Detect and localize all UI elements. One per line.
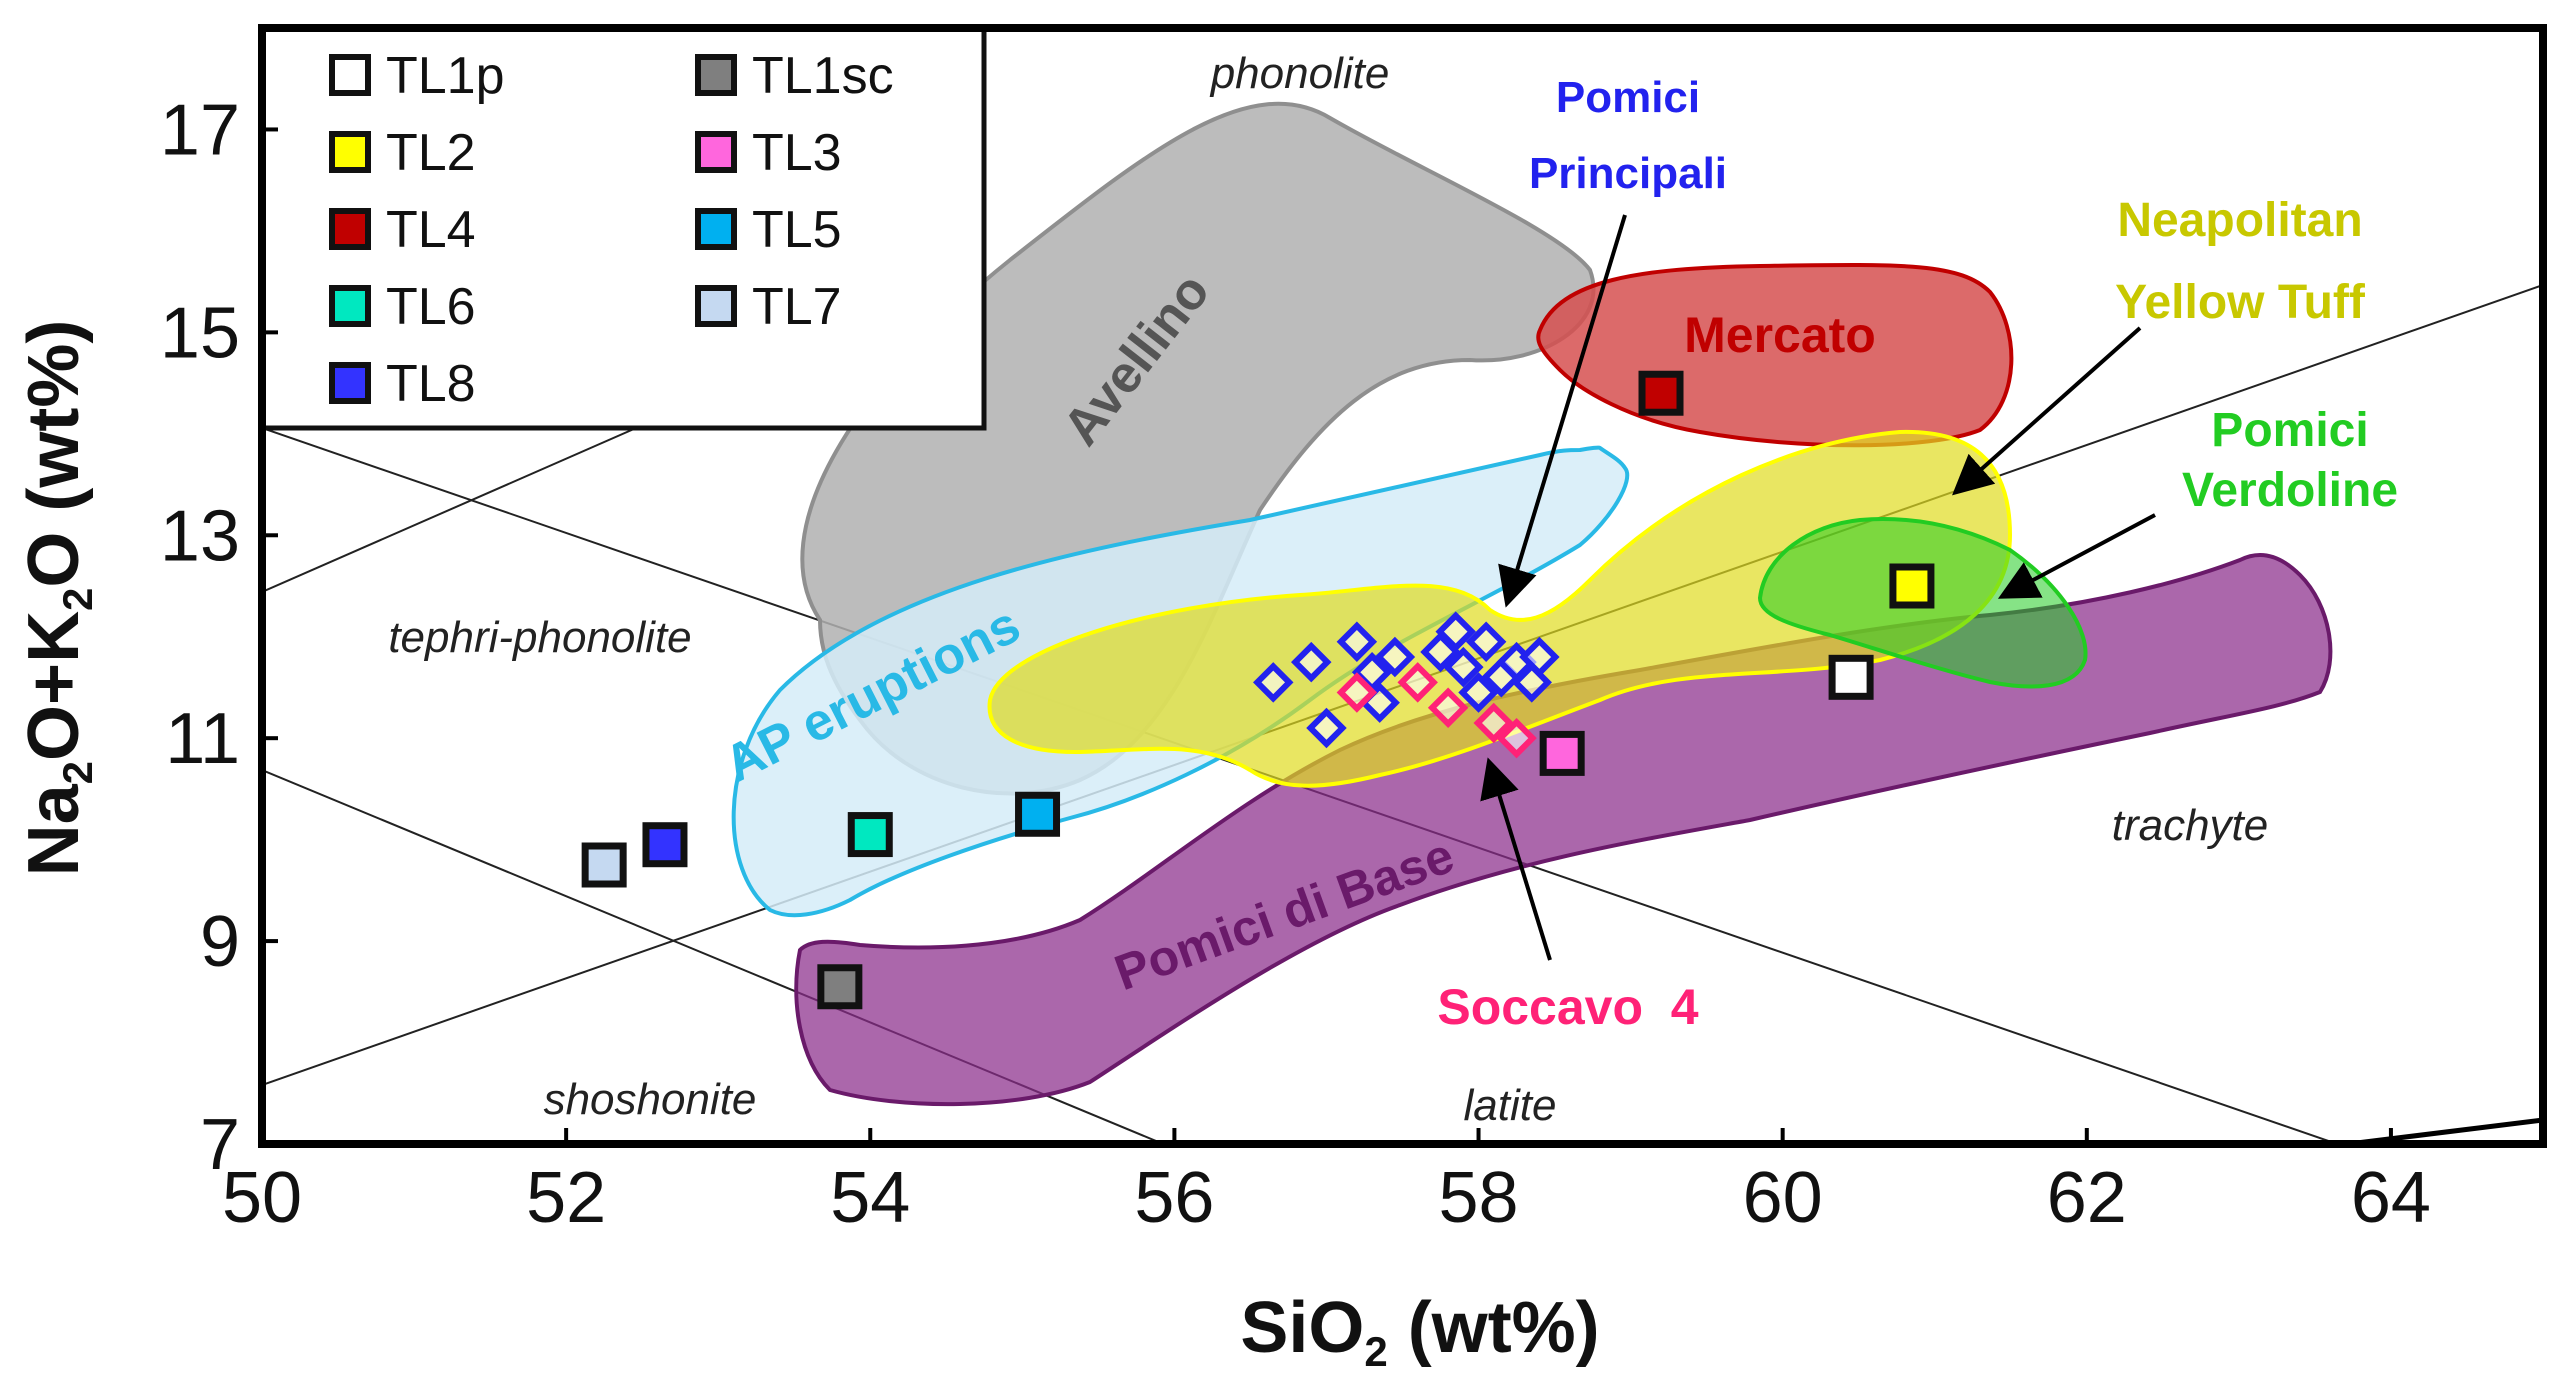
zone-latite: latite xyxy=(1464,1081,1557,1130)
legend: TL1p TL1sc TL2 TL3 TL4 TL5 TL6 TL7 TL8 xyxy=(259,25,987,431)
legend-label: TL8 xyxy=(386,355,476,413)
x-axis-title-tail: (wt%) xyxy=(1388,1288,1600,1368)
overlay-point xyxy=(1465,621,1507,663)
boundary-line-left xyxy=(262,399,701,593)
x-tick-label: 52 xyxy=(526,1158,606,1238)
legend-swatch xyxy=(329,285,371,327)
arrow-pomici-principali xyxy=(1498,214,1627,608)
overlay-point xyxy=(1336,621,1378,663)
overlay-point xyxy=(1519,636,1560,678)
arrow-verdoline xyxy=(1997,513,2156,599)
x-tick-label: 56 xyxy=(1134,1158,1214,1238)
y-axis-title-p3: O (wt%) xyxy=(14,320,94,588)
overlay-point xyxy=(1443,646,1484,688)
overlay-point xyxy=(1374,636,1416,678)
boundary-line-lower xyxy=(262,769,1166,1144)
overlay-point xyxy=(1473,702,1514,744)
sample-marker xyxy=(1889,563,1935,609)
sample-marker xyxy=(817,964,863,1010)
arrow-soccavo xyxy=(1480,757,1552,961)
arrow-nyt xyxy=(1952,326,2142,496)
legend-swatch xyxy=(329,362,371,404)
sample-marker xyxy=(1539,730,1585,776)
legend-swatch xyxy=(329,131,371,173)
overlay-point xyxy=(1435,611,1476,652)
series-points xyxy=(581,370,1935,1010)
x-tick-label: 58 xyxy=(1438,1158,1518,1238)
legend-label: TL1sc xyxy=(752,47,894,105)
x-axis-title-sub: 2 xyxy=(1364,1328,1387,1375)
legend-label: TL5 xyxy=(752,201,842,259)
x-tick-label: 50 xyxy=(222,1158,302,1238)
x-tick-label: 62 xyxy=(2047,1158,2127,1238)
legend-label: TL4 xyxy=(386,201,476,259)
sample-marker xyxy=(847,812,893,858)
label-pomici-principali-1: Pomici xyxy=(1556,73,1700,122)
overlay-point xyxy=(1397,662,1438,703)
legend-swatch xyxy=(329,208,371,250)
sample-marker xyxy=(1015,791,1061,837)
label-nyt-1: Neapolitan xyxy=(2117,194,2362,247)
x-tick-label: 54 xyxy=(830,1158,910,1238)
overlay-points xyxy=(1253,611,1560,759)
overlay-point xyxy=(1496,717,1537,759)
label-soccavo: Soccavo 4 xyxy=(1437,979,1698,1035)
legend-label: TL7 xyxy=(752,278,842,336)
overlay-point xyxy=(1458,672,1499,713)
field-pomici-di-base xyxy=(794,553,2333,1107)
legend-swatch xyxy=(695,285,737,327)
y-axis-title-p2: O+K xyxy=(14,611,94,761)
zone-shoshonite: shoshonite xyxy=(544,1075,757,1124)
y-axis-title-s2: 2 xyxy=(54,588,101,611)
overlay-point xyxy=(1253,662,1294,703)
legend-label: TL3 xyxy=(752,124,842,182)
y-axis-title-s1: 2 xyxy=(54,761,101,784)
x-tick-label: 64 xyxy=(2351,1158,2431,1238)
x-axis-title: SiO2 (wt%) xyxy=(1240,1288,1599,1375)
sample-marker xyxy=(642,822,688,868)
y-tick-label: 15 xyxy=(160,293,240,373)
label-verdoline-2: Verdoline xyxy=(2182,464,2398,517)
axis-ticks: 50 52 54 56 58 60 62 64 7 9 11 13 15 17 xyxy=(160,90,2431,1238)
legend-label: TL2 xyxy=(386,124,476,182)
sample-marker xyxy=(1828,654,1874,700)
zone-phonolite: phonolite xyxy=(1209,49,1390,98)
legend-swatch xyxy=(329,54,371,96)
legend-label: TL1p xyxy=(386,47,505,105)
overlay-point xyxy=(1427,687,1469,728)
x-tick-label: 60 xyxy=(1743,1158,1823,1238)
label-mercato: Mercato xyxy=(1684,307,1876,363)
legend-swatch xyxy=(695,54,737,96)
sample-marker xyxy=(581,842,627,888)
annotation-arrows xyxy=(1480,214,2156,961)
y-tick-label: 13 xyxy=(160,496,240,576)
label-pomici-principali-2: Principali xyxy=(1529,149,1727,198)
legend-label: TL6 xyxy=(386,278,476,336)
y-tick-label: 9 xyxy=(200,902,240,982)
x-axis-title-base: SiO xyxy=(1240,1288,1364,1368)
zone-tephri-phonolite: tephri-phonolite xyxy=(388,613,691,662)
label-nyt-2: Yellow Tuff xyxy=(2115,276,2366,329)
plot-frame xyxy=(258,24,2547,1148)
overlay-point xyxy=(1306,707,1347,749)
boundary-line-bottom xyxy=(2328,1117,2543,1144)
zone-labels: phonolite tephri-phonolite trachyte shos… xyxy=(388,49,2268,1130)
label-verdoline-1: Pomici xyxy=(2211,404,2368,457)
y-tick-label: 11 xyxy=(165,699,240,779)
y-tick-label: 17 xyxy=(160,90,240,170)
legend-swatch xyxy=(695,208,737,250)
zone-trachyte: trachyte xyxy=(2112,801,2269,850)
sample-marker xyxy=(1638,370,1684,416)
overlay-point xyxy=(1291,641,1332,683)
y-axis-title: Na2O+K2O (wt%) xyxy=(14,320,101,877)
y-tick-label: 7 xyxy=(200,1105,240,1185)
y-axis-title-p1: Na xyxy=(14,783,94,876)
overlay-point xyxy=(1336,672,1378,713)
legend-swatch xyxy=(695,131,737,173)
